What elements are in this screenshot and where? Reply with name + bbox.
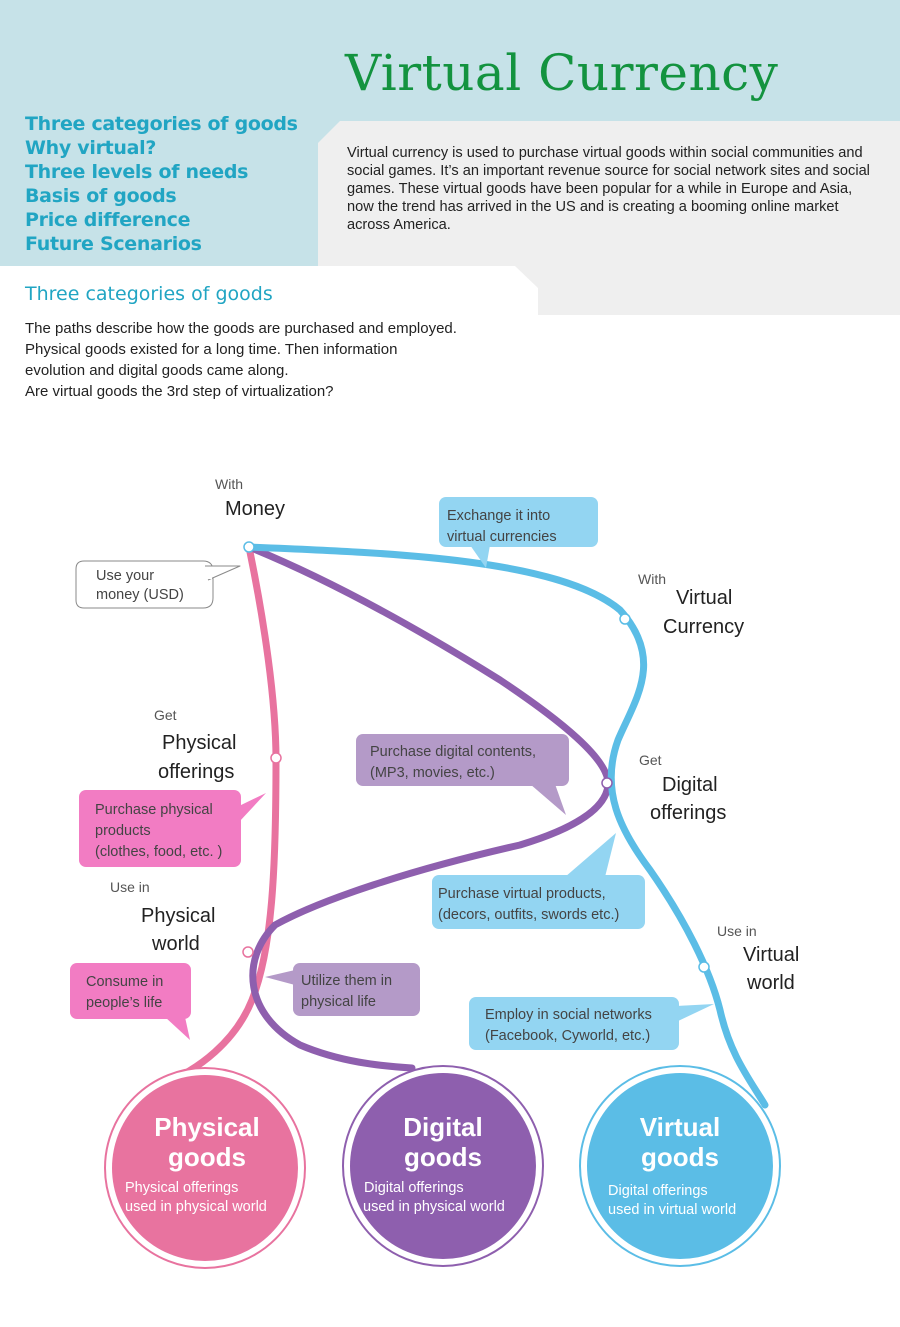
- digital-offerings-node: [601, 777, 613, 789]
- callout-text: people’s life: [86, 995, 162, 1011]
- goods-desc: Physical offerings: [125, 1180, 238, 1196]
- label-big: Digital: [662, 774, 718, 796]
- virtual-path: [245, 543, 769, 1109]
- virtual-goods-circle: Virtual goods Digital offerings used in …: [579, 1065, 781, 1267]
- section-title: Three categories of goods: [25, 283, 273, 305]
- page-title: Virtual Currency: [345, 44, 779, 102]
- digital-offerings-label: Get Digital offerings: [639, 752, 726, 824]
- virtual-world-label: Use in Virtual world: [717, 923, 799, 994]
- section-description: The paths describe how the goods are pur…: [25, 318, 525, 402]
- callout-text: Utilize them in: [301, 973, 392, 989]
- callout-text: Purchase digital contents,: [370, 744, 536, 760]
- callout-text: Consume in: [86, 974, 163, 990]
- purchase-physical-callout: Purchase physical products (clothes, foo…: [79, 790, 266, 867]
- section-description-line: Are virtual goods the 3rd step of virtua…: [25, 383, 334, 400]
- goods-desc: used in physical world: [125, 1199, 267, 1215]
- label-big: offerings: [158, 761, 234, 783]
- digital-goods-circle: Digital goods Digital offerings used in …: [342, 1065, 544, 1267]
- section-description-line: The paths describe how the goods are pur…: [25, 320, 457, 337]
- callout-text: (clothes, food, etc. ): [95, 844, 222, 860]
- label-big: Virtual: [676, 587, 732, 609]
- utilize-callout: Utilize them in physical life: [265, 963, 420, 1016]
- label-small: Get: [639, 752, 662, 768]
- purchase-digital-callout: Purchase digital contents, (MP3, movies,…: [356, 734, 569, 815]
- label-small: Get: [154, 707, 177, 723]
- exchange-callout: Exchange it into virtual currencies: [439, 497, 598, 568]
- label-big: offerings: [650, 802, 726, 824]
- virtual-currency-label: With Virtual Currency: [638, 571, 744, 638]
- physical-offerings-node: [270, 752, 282, 764]
- label-big: Physical: [162, 732, 236, 754]
- nav-item-three-levels[interactable]: Three levels of needs: [25, 161, 249, 183]
- callout-text: Exchange it into: [447, 508, 550, 524]
- callout-text: Use your: [96, 568, 154, 584]
- callout-text: Purchase physical: [95, 802, 213, 818]
- goods-title: goods: [168, 1142, 246, 1172]
- nav-item-price-difference[interactable]: Price difference: [25, 209, 191, 231]
- callout-text: money (USD): [96, 587, 184, 603]
- label-big: Physical: [141, 905, 215, 927]
- callout-text: virtual currencies: [447, 529, 557, 545]
- physical-path: [156, 543, 280, 1089]
- callout-text: Employ in social networks: [485, 1007, 652, 1023]
- section-description-line: evolution and digital goods came along.: [25, 362, 289, 379]
- goods-desc: used in virtual world: [608, 1202, 736, 1218]
- label-small: With: [638, 571, 666, 587]
- goods-title: Digital: [403, 1112, 482, 1142]
- physical-offerings-label: Get Physical offerings: [154, 707, 236, 783]
- physical-world-label: Use in Physical world: [110, 879, 215, 955]
- label-big: Currency: [663, 616, 744, 638]
- physical-world-node: [242, 946, 254, 958]
- callout-text: (Facebook, Cyworld, etc.): [485, 1028, 650, 1044]
- label-small: With: [215, 476, 243, 492]
- label-big: world: [151, 933, 200, 955]
- callout-text: Purchase virtual products,: [438, 886, 606, 902]
- label-big: Virtual: [743, 944, 799, 966]
- callout-text: (MP3, movies, etc.): [370, 765, 495, 781]
- goods-title: goods: [404, 1142, 482, 1172]
- nav-item-three-categories[interactable]: Three categories of goods: [25, 113, 298, 135]
- digital-path: [245, 543, 612, 1072]
- label-small: Use in: [717, 923, 757, 939]
- virtual-world-node: [698, 961, 710, 973]
- nav-item-future-scenarios[interactable]: Future Scenarios: [25, 233, 202, 255]
- physical-goods-circle: Physical goods Physical offerings used i…: [104, 1067, 306, 1269]
- intro-text: Virtual currency is used to purchase vir…: [347, 145, 870, 233]
- goods-desc: Digital offerings: [608, 1183, 708, 1199]
- use-money-callout: Use your money (USD): [75, 560, 241, 609]
- employ-callout: Employ in social networks (Facebook, Cyw…: [469, 997, 714, 1050]
- section-description-line: Physical goods existed for a long time. …: [25, 341, 398, 358]
- goods-title: Virtual: [640, 1112, 720, 1142]
- label-big: world: [746, 972, 795, 994]
- nav-item-why-virtual[interactable]: Why virtual?: [25, 137, 157, 159]
- consume-callout: Consume in people’s life: [70, 963, 191, 1040]
- label-big: Money: [225, 498, 285, 520]
- callout-text: products: [95, 823, 151, 839]
- callout-text: physical life: [301, 994, 376, 1010]
- topic-nav: Three categories of goods Why virtual? T…: [25, 112, 298, 256]
- purchase-virtual-callout: Purchase virtual products, (decors, outf…: [432, 833, 645, 929]
- callout-text: (decors, outfits, swords etc.): [438, 907, 619, 923]
- goods-desc: used in physical world: [363, 1199, 505, 1215]
- goods-title: goods: [641, 1142, 719, 1172]
- section-tab: [0, 266, 538, 326]
- money-label: With Money: [215, 476, 285, 520]
- goods-desc: Digital offerings: [364, 1180, 464, 1196]
- label-small: Use in: [110, 879, 150, 895]
- nav-item-basis-of-goods[interactable]: Basis of goods: [25, 185, 177, 207]
- virtual-currency-node: [619, 613, 631, 625]
- goods-title: Physical: [154, 1112, 260, 1142]
- money-node: [243, 541, 255, 553]
